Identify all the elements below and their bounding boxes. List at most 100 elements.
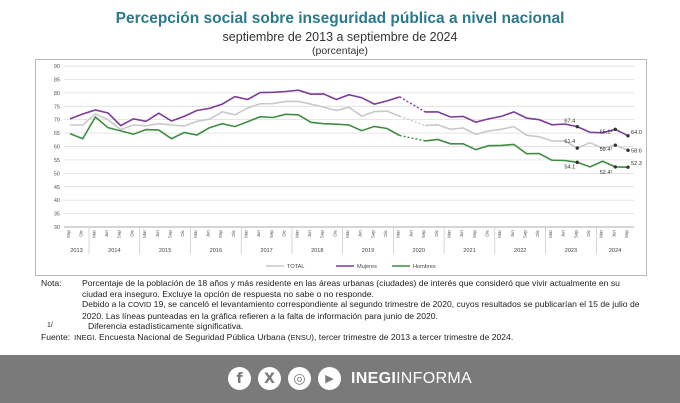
y-tick-label: 90 bbox=[54, 64, 60, 70]
x-tick-label: Dic bbox=[282, 229, 287, 236]
data-marker bbox=[575, 124, 579, 129]
x-tick-label: Sep bbox=[117, 230, 122, 239]
series-gap-total bbox=[399, 115, 426, 127]
data-label: 65.1¹ bbox=[600, 129, 613, 135]
y-tick-label: 75 bbox=[54, 104, 60, 110]
series-line-total bbox=[70, 100, 400, 131]
notes-block: Nota: Porcentaje de la población de 18 a… bbox=[41, 278, 641, 344]
series-line-mujeres bbox=[425, 111, 629, 137]
data-marker bbox=[575, 146, 579, 150]
series-line-hombres bbox=[425, 138, 629, 168]
brand-logo: INEGIINFORMA bbox=[351, 370, 472, 387]
x-tick-label: Sep bbox=[218, 230, 223, 239]
year-label: 2014 bbox=[108, 248, 120, 254]
legend-label: Mujeres bbox=[357, 264, 377, 270]
x-tick-label: Mar bbox=[294, 230, 299, 238]
chart-unit: (porcentaje) bbox=[311, 45, 369, 57]
x-tick-label: Sep bbox=[167, 230, 172, 239]
nota-row: Nota: Porcentaje de la población de 18 a… bbox=[41, 278, 641, 321]
y-tick-label: 85 bbox=[54, 77, 60, 83]
x-tick-label: Jun bbox=[358, 230, 363, 238]
footnote-text: Diferencia estadísticamente significativ… bbox=[88, 321, 244, 332]
x-tick-label: Dic bbox=[383, 229, 388, 236]
y-tick-label: 40 bbox=[54, 198, 60, 204]
y-tick-label: 60 bbox=[54, 145, 60, 151]
x-tick-label: Mar bbox=[497, 230, 502, 238]
data-marker bbox=[613, 165, 618, 169]
year-label: 2016 bbox=[210, 248, 222, 254]
x-tick-label: Mar bbox=[244, 230, 249, 238]
x-tick-label: Sep bbox=[320, 230, 325, 239]
youtube-icon[interactable]: ▶ bbox=[318, 367, 341, 390]
data-label: 64.0 bbox=[631, 130, 642, 136]
series-line-total bbox=[425, 123, 629, 152]
x-tick-label: Sep bbox=[269, 230, 274, 239]
x-tick-label: Dic bbox=[180, 229, 185, 236]
y-tick-label: 30 bbox=[54, 225, 60, 231]
x-tick-label: Dic bbox=[535, 229, 540, 236]
y-tick-label: 50 bbox=[54, 171, 60, 177]
data-marker bbox=[626, 134, 630, 138]
x-tick-label: Dic bbox=[332, 229, 337, 236]
year-label: 2024 bbox=[609, 248, 621, 254]
x-tick-label: Sep bbox=[370, 230, 375, 239]
x-tick-label: Mar bbox=[396, 230, 401, 238]
data-marker bbox=[626, 148, 630, 152]
x-tick-label: Dic bbox=[586, 229, 591, 236]
year-label: 2021 bbox=[463, 248, 475, 254]
fuente-text: INEGI. Encuesta Nacional de Seguridad Pú… bbox=[74, 331, 514, 342]
y-tick-label: 65 bbox=[54, 131, 60, 137]
x-tick-label: Sep bbox=[421, 230, 426, 239]
y-tick-label: 35 bbox=[54, 212, 60, 218]
x-tick-label: Dic bbox=[485, 229, 490, 236]
x-tick-label: Dic bbox=[79, 229, 84, 236]
x-tick-label: Jun bbox=[256, 230, 261, 238]
data-label: 58.6 bbox=[631, 148, 642, 154]
series-line-hombres bbox=[69, 113, 401, 140]
series-gap-hombres bbox=[399, 134, 426, 142]
series-line-mujeres bbox=[69, 89, 400, 127]
x-tick-label: Mar bbox=[599, 230, 604, 238]
x-tick-label: Dic bbox=[434, 229, 439, 236]
x-tick-label: Sep bbox=[472, 230, 477, 239]
data-marker bbox=[626, 165, 630, 169]
year-label: 2019 bbox=[362, 248, 374, 254]
y-tick-label: 70 bbox=[54, 118, 60, 124]
chart-subtitle: septiembre de 2013 a septiembre de 2024 bbox=[222, 30, 458, 44]
y-tick-label: 45 bbox=[54, 185, 60, 191]
x-tick-label: Jun bbox=[307, 230, 312, 238]
x-tick-label: Jun bbox=[611, 230, 616, 238]
x-tick-label: Sep bbox=[523, 230, 528, 239]
x-tick-label: Mar bbox=[548, 230, 553, 238]
x-tick-label: Jun bbox=[206, 230, 211, 238]
fuente-label: Fuente: bbox=[41, 331, 71, 342]
facebook-icon[interactable]: f bbox=[228, 367, 251, 390]
nota-text-2: Debido a la COVID 19, se canceló el leva… bbox=[82, 299, 640, 321]
chart-title: Percepción social sobre inseguridad públ… bbox=[115, 10, 565, 27]
year-label: 2022 bbox=[514, 248, 526, 254]
chart-frame: 30 35 40 45 50 55 60 65 70 75 80 85 90 Sep Dic Mar Jun Se… bbox=[35, 59, 647, 276]
x-tick-label: Mar bbox=[345, 230, 350, 238]
data-label: 52.4¹ bbox=[600, 170, 613, 176]
x-tick-label: Dic bbox=[129, 229, 134, 236]
series-gap-mujeres bbox=[399, 96, 426, 113]
x-tick-label: Jun bbox=[510, 230, 515, 238]
x-tick-label: Mar bbox=[142, 230, 147, 238]
x-icon[interactable]: X bbox=[258, 367, 281, 390]
y-tick-label: 80 bbox=[54, 91, 60, 97]
nota-text-1: Porcentaje de la población de 18 años y … bbox=[82, 278, 620, 299]
data-marker bbox=[613, 143, 618, 147]
instagram-icon[interactable]: ◎ bbox=[288, 367, 311, 390]
data-label: 54.1 bbox=[564, 164, 575, 170]
data-label: 67.4 bbox=[564, 119, 575, 125]
social-links: f X ◎ ▶ bbox=[228, 367, 341, 390]
fuente-row: Fuente: INEGI. Encuesta Nacional de Segu… bbox=[41, 332, 641, 344]
x-tick-label: Mar bbox=[193, 230, 198, 238]
x-tick-label: Dic bbox=[231, 229, 236, 236]
year-label: 2023 bbox=[565, 248, 577, 254]
y-tick-label: 55 bbox=[54, 158, 60, 164]
x-tick-label: Jun bbox=[155, 230, 160, 238]
legend-label: Hombres bbox=[413, 264, 436, 270]
legend-label: TOTAL bbox=[287, 264, 305, 270]
data-label: 52.3 bbox=[631, 161, 642, 167]
